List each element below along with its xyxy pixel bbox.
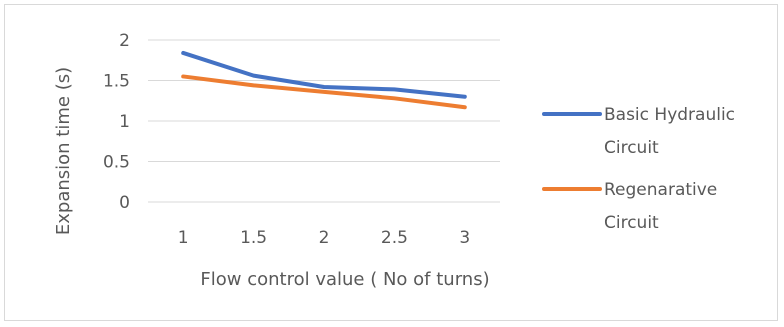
x-tick-label: 2 [319,228,330,248]
y-axis-title: Expansion time (s) [53,67,74,235]
x-tick-label: 1 [178,228,189,248]
chart-frame [4,4,778,321]
y-tick-label: 2 [119,31,130,51]
legend-label-0: Circuit [604,138,659,158]
gridlines [148,39,500,203]
y-tick-labels: 0 0.5 1 1.5 2 [103,31,130,213]
x-axis-title: Flow control value ( No of turns) [200,269,489,290]
y-tick-label: 0.5 [103,153,130,173]
x-tick-label: 3 [459,228,470,248]
series-line-1 [181,74,467,110]
x-tick-label: 2.5 [381,228,408,248]
y-tick-label: 0 [119,193,130,213]
series-lines [181,50,467,110]
y-tick-label: 1 [119,112,130,132]
legend-label-1: Circuit [604,213,659,233]
x-tick-labels: 1 1.5 2 2.5 3 [178,228,470,248]
series-line-0 [181,50,467,99]
legend-label-0: Basic Hydraulic [604,105,735,125]
x-tick-label: 1.5 [240,228,267,248]
y-tick-label: 1.5 [103,72,130,92]
legend: Basic Hydraulic Circuit Regenarative Circui… [542,105,735,233]
legend-label-1: Regenarative [604,180,717,200]
